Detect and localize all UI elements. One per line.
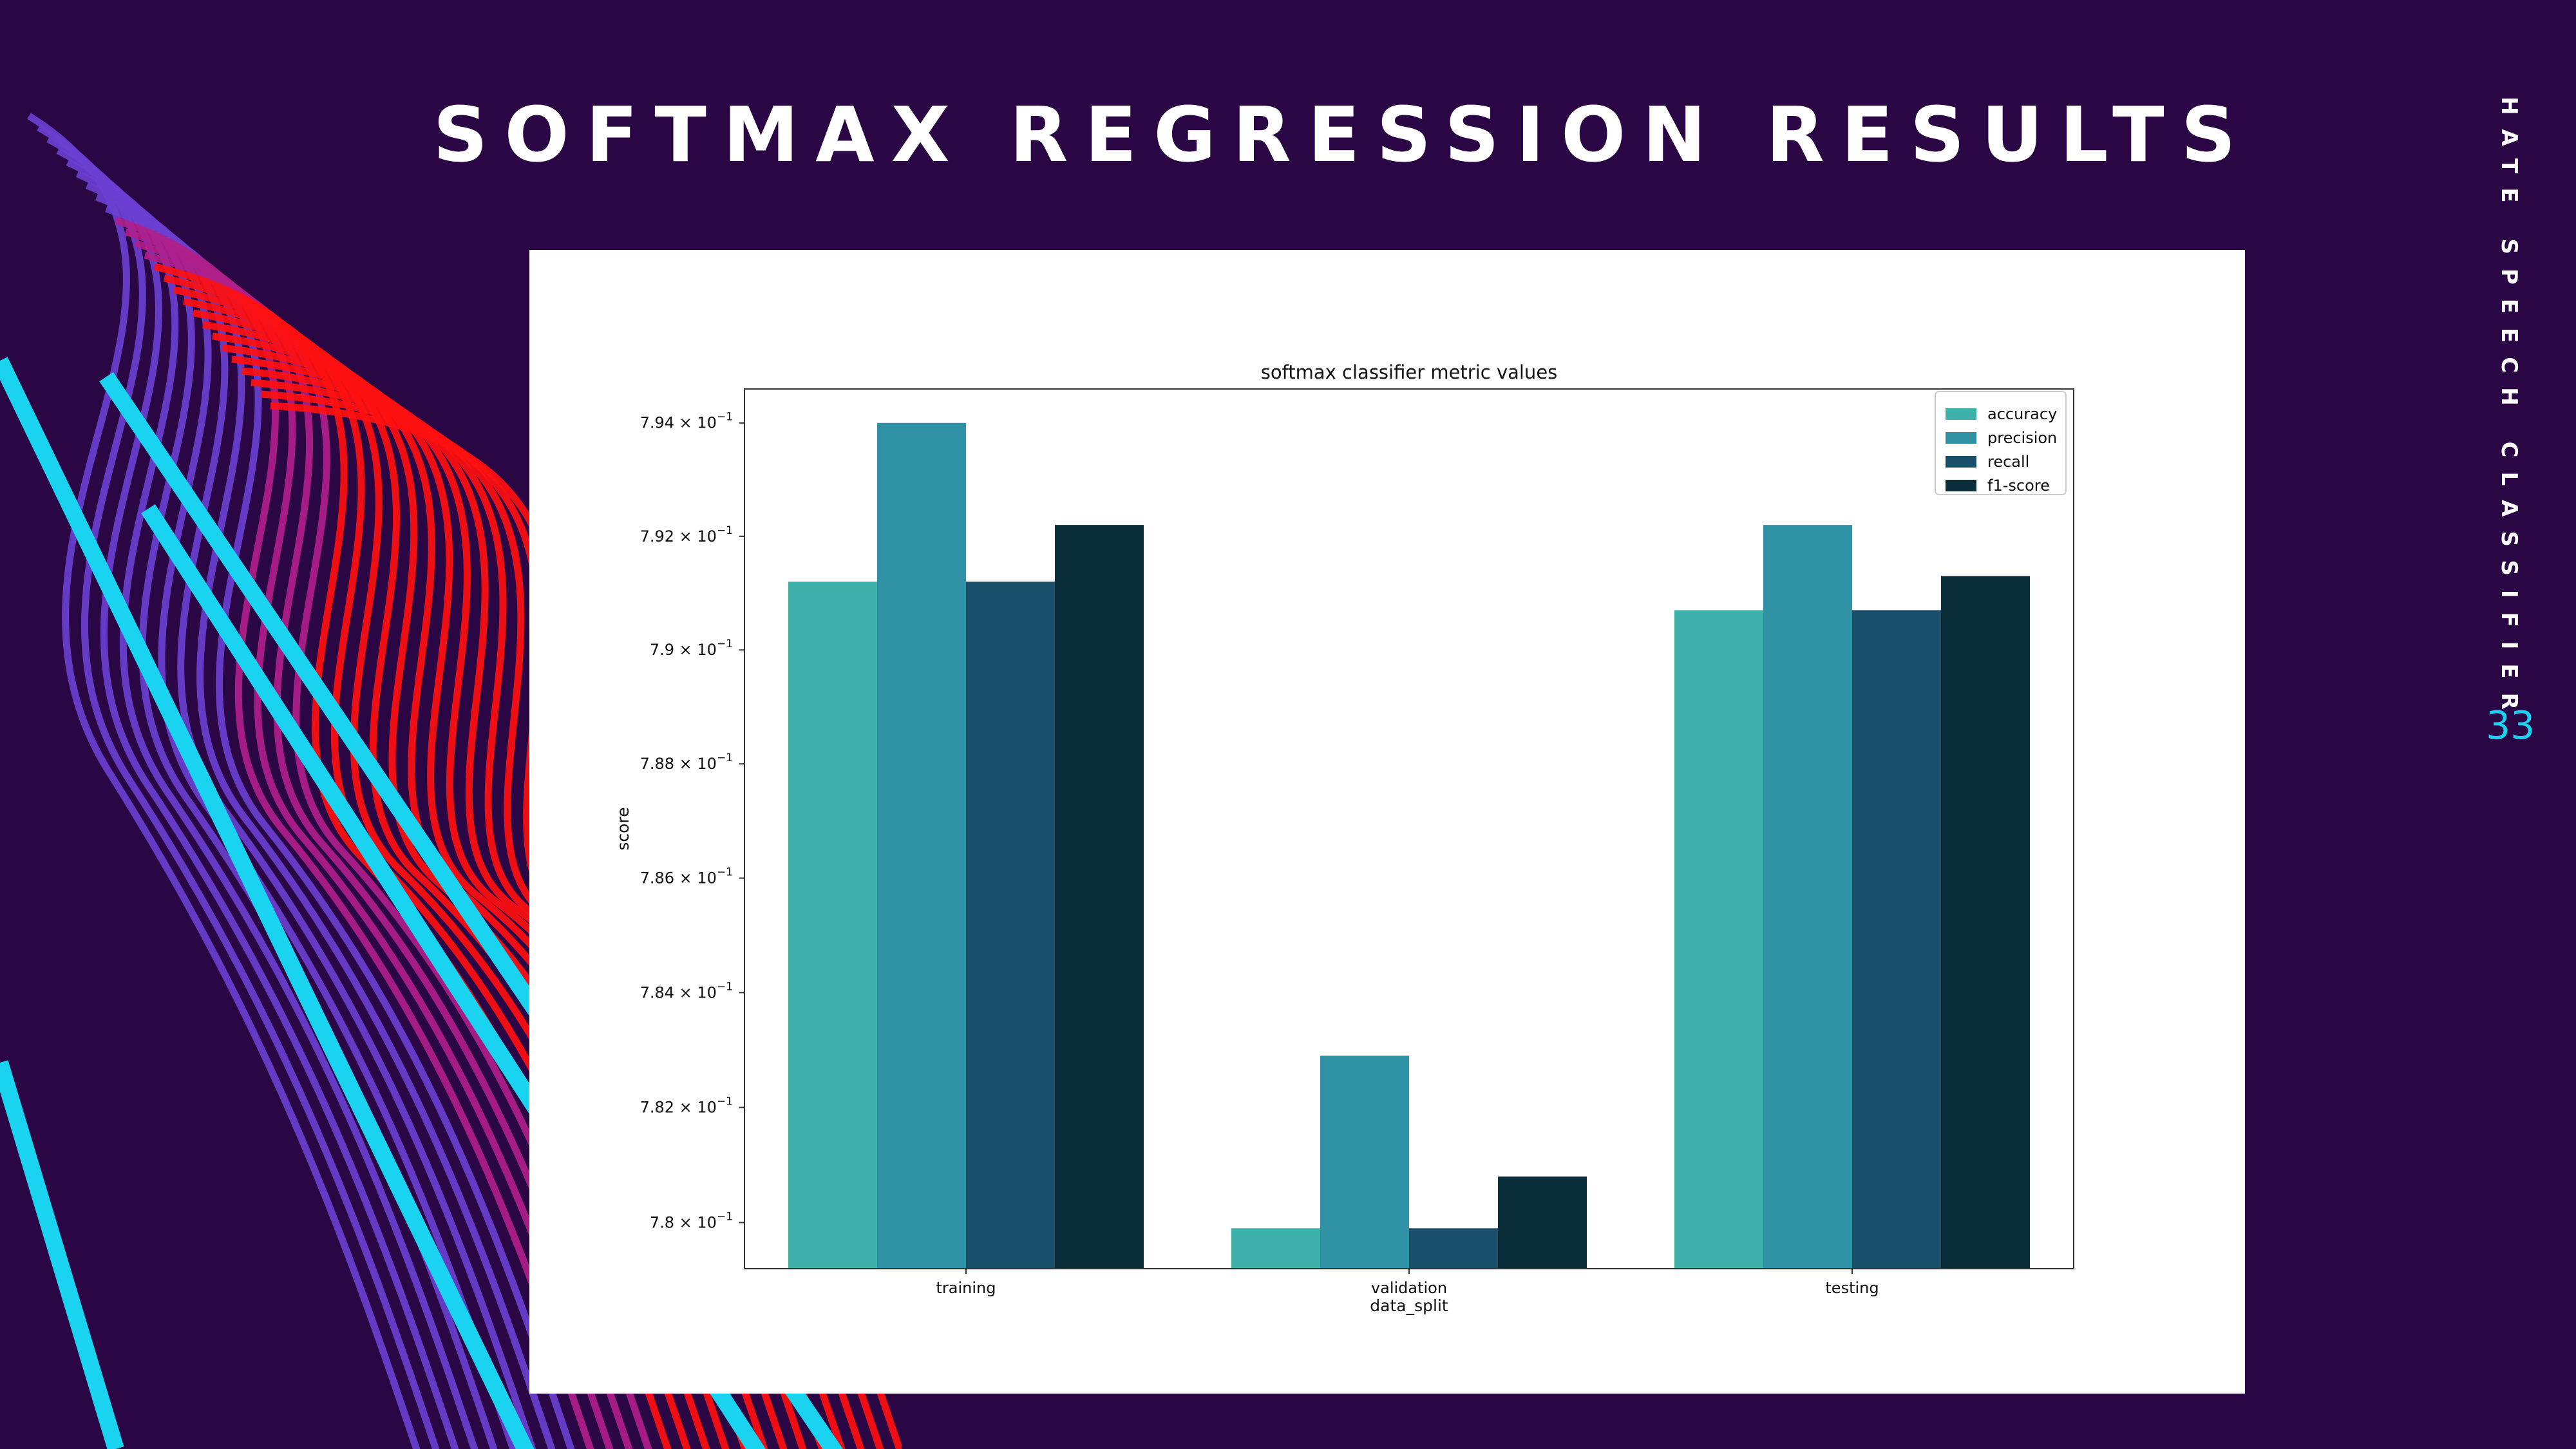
legend-swatch-precision [1946, 432, 1976, 444]
bar-precision-validation [1320, 1056, 1409, 1269]
bar-f1-score-validation [1498, 1176, 1587, 1269]
wave-stripe [27, 113, 421, 1449]
y-tick-label: 7.82 × 10−1 [640, 1095, 733, 1117]
bars-group [788, 422, 2030, 1269]
bar-accuracy-training [788, 582, 877, 1269]
bar-accuracy-testing [1674, 610, 1763, 1269]
slide-title: SOFTMAX REGRESSION RESULTS [433, 90, 2253, 179]
legend-swatch-accuracy [1946, 408, 1976, 420]
y-tick-exponent: −1 [717, 524, 733, 537]
x-axis: training validation testing [936, 1269, 1879, 1297]
bar-recall-training [966, 582, 1055, 1269]
y-tick-exponent: −1 [717, 411, 733, 424]
wave-stripe [56, 147, 478, 1449]
x-tick-label: validation [1371, 1279, 1447, 1297]
y-tick-exponent: −1 [717, 866, 733, 879]
bar-recall-validation [1409, 1228, 1498, 1269]
y-tick-label: 7.9 × 10−1 [650, 638, 733, 659]
bar-f1-score-training [1055, 525, 1144, 1269]
bar-f1-score-testing [1941, 576, 2030, 1269]
cyan-diagonal-stripe [0, 1060, 124, 1449]
y-tick-label: 7.88 × 10−1 [640, 752, 733, 773]
y-tick-label: 7.86 × 10−1 [640, 866, 733, 887]
bar-precision-training [877, 422, 966, 1269]
legend-label-precision: precision [1987, 429, 2057, 447]
y-tick-exponent: −1 [717, 1210, 733, 1223]
legend-label-f1-score: f1-score [1987, 477, 2050, 495]
cyan-diagonal-stripe [0, 357, 535, 1449]
legend-label-accuracy: accuracy [1987, 405, 2057, 423]
bar-recall-testing [1852, 610, 1941, 1269]
page-number: 33 [2486, 703, 2535, 748]
y-tick-label: 7.8 × 10−1 [650, 1210, 733, 1231]
x-tick-label: testing [1825, 1279, 1879, 1297]
y-tick-exponent: −1 [717, 1095, 733, 1108]
y-tick-exponent: −1 [717, 752, 733, 764]
y-tick-label: 7.94 × 10−1 [640, 411, 733, 432]
bar-chart: 7.8 × 10−1 7.82 × 10−1 7.84 × 10−1 7.86 × 1… [614, 361, 2074, 1315]
y-tick-label: 7.84 × 10−1 [640, 980, 733, 1001]
y-axis: 7.8 × 10−1 7.82 × 10−1 7.84 × 10−1 7.86 × 1… [640, 411, 744, 1231]
bar-precision-testing [1763, 525, 1852, 1269]
bar-accuracy-validation [1231, 1228, 1320, 1269]
y-axis-label: score [614, 807, 632, 850]
y-tick-label: 7.92 × 10−1 [640, 524, 733, 545]
x-axis-label: data_split [1370, 1296, 1448, 1315]
y-tick-exponent: −1 [717, 638, 733, 650]
wave-stripe [124, 228, 614, 1449]
wave-stripe [37, 124, 440, 1449]
legend-swatch-recall [1946, 456, 1976, 468]
legend: accuracy precision recall f1-score [1935, 391, 2067, 495]
wave-stripe [46, 136, 459, 1449]
chart-title: softmax classifier metric values [1261, 361, 1558, 383]
side-label: HATE SPEECH CLASSIFIER [2496, 97, 2522, 724]
chart-panel: 7.8 × 10−1 7.82 × 10−1 7.84 × 10−1 7.86 × 1… [529, 250, 2245, 1394]
y-tick-exponent: −1 [717, 980, 733, 993]
x-tick-label: training [936, 1279, 996, 1297]
wave-stripe [95, 193, 556, 1449]
legend-swatch-f1-score [1946, 480, 1976, 491]
legend-label-recall: recall [1987, 453, 2029, 471]
